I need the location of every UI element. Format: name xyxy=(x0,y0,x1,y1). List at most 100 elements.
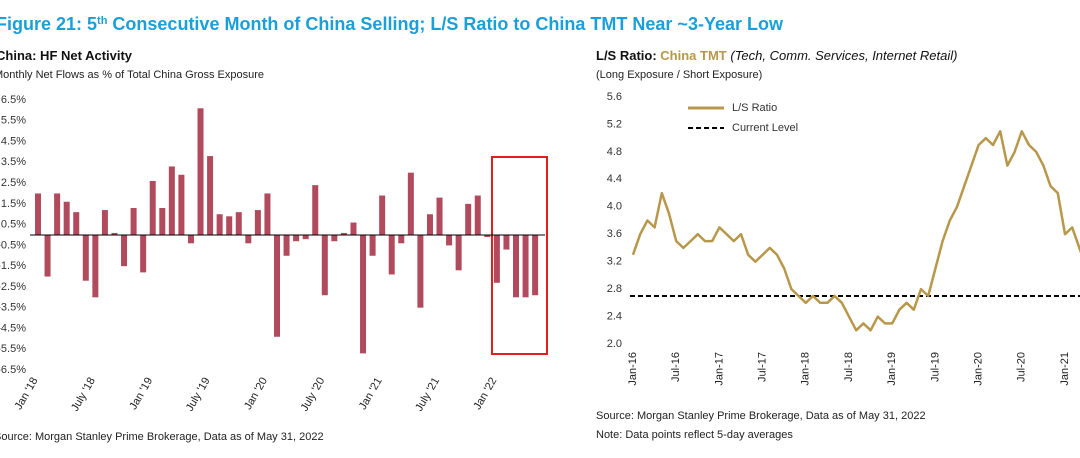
y-tick-label: -0.5% xyxy=(0,239,26,251)
bar xyxy=(264,193,271,235)
bar xyxy=(474,195,481,235)
bar xyxy=(484,235,491,238)
bar xyxy=(82,235,89,281)
x-tick-label: Jan '19 xyxy=(127,376,155,412)
bar xyxy=(140,235,147,273)
legend-label: L/S Ratio xyxy=(732,102,777,114)
x-tick-label: Jan '20 xyxy=(242,376,270,412)
y-tick-label: -5.5% xyxy=(0,343,26,355)
bar xyxy=(178,174,185,235)
bar xyxy=(245,235,252,244)
bar xyxy=(149,181,156,235)
y-tick-label: 5.2 xyxy=(607,118,622,130)
bar xyxy=(350,222,357,235)
x-tick-label: Jan-19 xyxy=(886,352,898,386)
x-tick-label: Jul-19 xyxy=(929,352,941,382)
title-superscript: th xyxy=(97,15,108,27)
y-tick-label: -4.5% xyxy=(0,322,26,334)
y-tick-label: 2.0 xyxy=(607,338,622,350)
x-tick-label: Jan-21 xyxy=(1059,352,1071,386)
y-tick-label: 0.5% xyxy=(1,219,26,231)
bar xyxy=(426,214,433,235)
bar xyxy=(54,193,61,235)
title-part: Consecutive Month of China Selling; L/S … xyxy=(107,14,784,34)
bar xyxy=(111,232,118,235)
y-tick-label: 2.4 xyxy=(607,310,622,322)
title-part: (Tech, Comm. Services, Internet Retail) xyxy=(730,48,957,63)
bar xyxy=(312,185,319,235)
bar xyxy=(35,193,41,235)
bar xyxy=(235,212,242,235)
bar xyxy=(513,235,519,298)
x-tick-label: July '18 xyxy=(69,376,98,414)
highlight-box xyxy=(491,156,548,355)
y-tick-label: 3.2 xyxy=(607,256,622,268)
y-tick-label: 5.6 xyxy=(607,91,622,103)
y-tick-label: -3.5% xyxy=(0,302,26,314)
y-tick-label: 6.5% xyxy=(1,94,26,106)
x-tick-label: Jul-16 xyxy=(670,352,682,382)
y-tick-label: 4.5% xyxy=(1,135,26,147)
series-line xyxy=(631,130,1080,332)
x-tick-label: July '19 xyxy=(184,376,213,414)
y-tick-label: -2.5% xyxy=(0,281,26,293)
chart-subtitle: (Long Exposure / Short Exposure) xyxy=(596,69,762,81)
bar xyxy=(340,232,347,235)
chart-subtitle: Monthly Net Flows as % of Total China Gr… xyxy=(0,69,264,81)
bar xyxy=(293,235,300,242)
bar xyxy=(455,235,462,271)
y-tick-label: -6.5% xyxy=(0,364,26,376)
y-tick-label: -1.5% xyxy=(0,260,26,272)
x-tick-label: Jan '18 xyxy=(13,376,41,412)
bar xyxy=(101,210,108,235)
bar xyxy=(302,235,309,240)
bar xyxy=(436,197,443,235)
y-tick-label: 5.5% xyxy=(1,115,26,127)
bar xyxy=(274,235,280,337)
x-tick-label: Jan-17 xyxy=(713,352,725,386)
legend-label: Current Level xyxy=(732,122,798,134)
bar xyxy=(168,166,175,235)
title-part: L/S Ratio: xyxy=(596,48,657,63)
chart-title: L/S Ratio: China TMT (Tech, Comm. Servic… xyxy=(596,48,957,63)
bar xyxy=(207,156,214,235)
bar xyxy=(73,212,80,235)
bar xyxy=(493,235,500,283)
bar xyxy=(379,195,386,235)
bar xyxy=(369,235,376,256)
bar xyxy=(254,210,261,235)
x-tick-label: Jul-17 xyxy=(757,352,769,382)
note: Note: Data points reflect 5-day averages xyxy=(596,429,793,441)
bar xyxy=(197,108,204,235)
x-tick-label: Jan-20 xyxy=(973,352,985,386)
chart-title: China: HF Net Activity xyxy=(0,48,133,63)
y-tick-label: 4.4 xyxy=(607,173,622,185)
bar xyxy=(159,208,166,235)
bar xyxy=(503,235,510,250)
y-tick-label: 3.6 xyxy=(607,228,622,240)
y-tick-label: 4.8 xyxy=(607,146,622,158)
title-part: Figure 21: 5 xyxy=(0,14,97,34)
bar xyxy=(398,235,405,244)
bar xyxy=(532,235,539,296)
bar xyxy=(63,201,70,235)
source: Source: Morgan Stanley Prime Brokerage, … xyxy=(596,410,926,422)
bar xyxy=(187,235,194,244)
x-tick-label: July '21 xyxy=(413,376,442,414)
bar xyxy=(92,235,99,298)
x-tick-label: Jan '22 xyxy=(472,376,500,412)
bar xyxy=(331,235,338,242)
y-tick-label: 3.5% xyxy=(1,156,26,168)
bar xyxy=(388,235,395,275)
title-part: China TMT xyxy=(660,48,726,63)
bar xyxy=(360,235,367,354)
bar xyxy=(216,214,223,235)
y-tick-label: 2.8 xyxy=(607,283,622,295)
bar xyxy=(321,235,328,296)
bar xyxy=(407,172,414,235)
x-tick-label: Jul-20 xyxy=(1016,352,1028,382)
bar xyxy=(44,235,51,277)
x-tick-label: Jan '21 xyxy=(357,376,385,412)
figure-title: Figure 21: 5th Consecutive Month of Chin… xyxy=(0,14,784,34)
